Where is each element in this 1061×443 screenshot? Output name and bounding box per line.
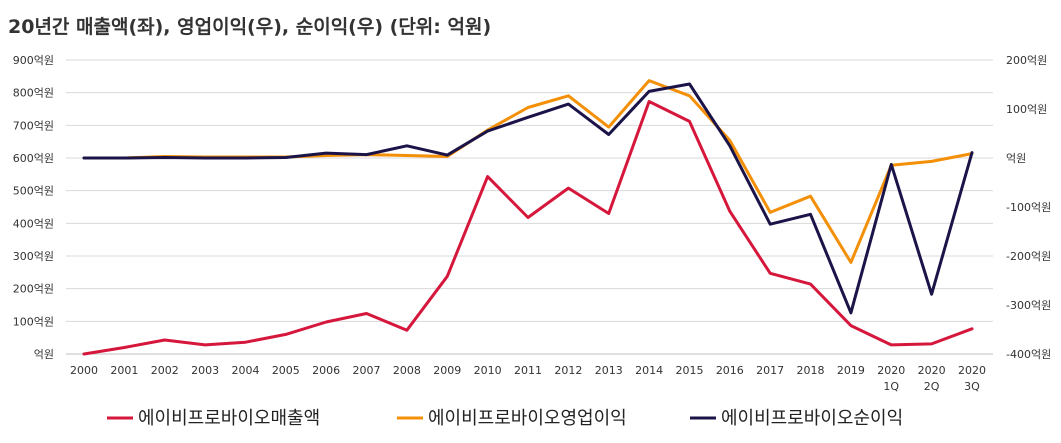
left-tick-label: 700억원 [13, 119, 54, 132]
left-tick-label: 800억원 [13, 87, 54, 100]
left-tick-label: 900억원 [13, 54, 54, 67]
right-tick-label: 억원 [1006, 152, 1026, 165]
right-tick-label: 200억원 [1006, 54, 1047, 67]
x-tick-label: 2010 [474, 364, 502, 377]
legend: 에이비프로바이오매출액 에이비프로바이오영업이익 에이비프로바이오순이익 [107, 408, 903, 429]
x-tick-label: 2015 [675, 364, 703, 377]
x-tick-label: 2Q [924, 380, 940, 393]
x-tick-label: 2003 [191, 364, 219, 377]
series-lines [82, 79, 974, 356]
right-tick-label: 100억원 [1006, 103, 1047, 116]
left-tick-label: 300억원 [13, 250, 54, 263]
x-tick-label: 2017 [756, 364, 784, 377]
x-tick-label: 2011 [514, 364, 542, 377]
x-tick-label: 2000 [70, 364, 98, 377]
x-tick-label: 2004 [231, 364, 259, 377]
x-tick-label: 2002 [151, 364, 179, 377]
x-tick-label: 2019 [837, 364, 865, 377]
x-tick-label: 2006 [312, 364, 340, 377]
x-tick-label: 2012 [554, 364, 582, 377]
chart-title: 20년간 매출액(좌), 영업이익(우), 순이익(우) (단위: 억원) [8, 16, 492, 38]
left-tick-label: 600억원 [13, 152, 54, 165]
legend-label-operating-profit: 에이비프로바이오영업이익 [428, 408, 627, 429]
x-tick-label: 2018 [797, 364, 825, 377]
right-tick-label: -400억원 [1006, 348, 1051, 361]
x-tick-label: 2009 [433, 364, 461, 377]
x-tick-label: 2020 [877, 364, 905, 377]
right-tick-label: -100억원 [1006, 201, 1051, 214]
x-tick-label: 2020 [958, 364, 986, 377]
legend-label-sales: 에이비프로바이오매출액 [138, 408, 320, 429]
x-tick-label: 2016 [716, 364, 744, 377]
left-axis-ticks: 억원 100억원 200억원 300억원 400억원 500억원 600억원 700억원 800… [13, 54, 54, 361]
x-tick-label: 2007 [353, 364, 381, 377]
left-tick-label: 500억원 [13, 185, 54, 198]
left-tick-label: 400억원 [13, 217, 54, 230]
x-tick-label: 2001 [110, 364, 138, 377]
x-tick-label: 2020 [918, 364, 946, 377]
x-tick-label: 2013 [595, 364, 623, 377]
operating-profit-line [82, 79, 974, 264]
right-axis-ticks: -400억원 -300억원 -200억원 -100억원 억원 100억원 200억원 [1006, 54, 1051, 361]
x-tick-label: 2008 [393, 364, 421, 377]
net-income-line [82, 82, 974, 315]
x-axis-ticks: 2000 2001 2002 2003 2004 2005 2006 2007 2008 2009… [70, 364, 986, 393]
x-tick-label: 1Q [883, 380, 899, 393]
x-tick-label: 3Q [964, 380, 980, 393]
grid-lines [66, 59, 993, 355]
legend-label-net-income: 에이비프로바이오순이익 [721, 408, 903, 429]
x-tick-label: 2005 [272, 364, 300, 377]
left-tick-label: 100억원 [13, 315, 54, 328]
sales-line [82, 100, 974, 356]
x-tick-label: 2014 [635, 364, 663, 377]
left-tick-label: 억원 [34, 348, 54, 361]
right-tick-label: -200억원 [1006, 250, 1051, 263]
right-tick-label: -300억원 [1006, 299, 1051, 312]
left-tick-label: 200억원 [13, 283, 54, 296]
